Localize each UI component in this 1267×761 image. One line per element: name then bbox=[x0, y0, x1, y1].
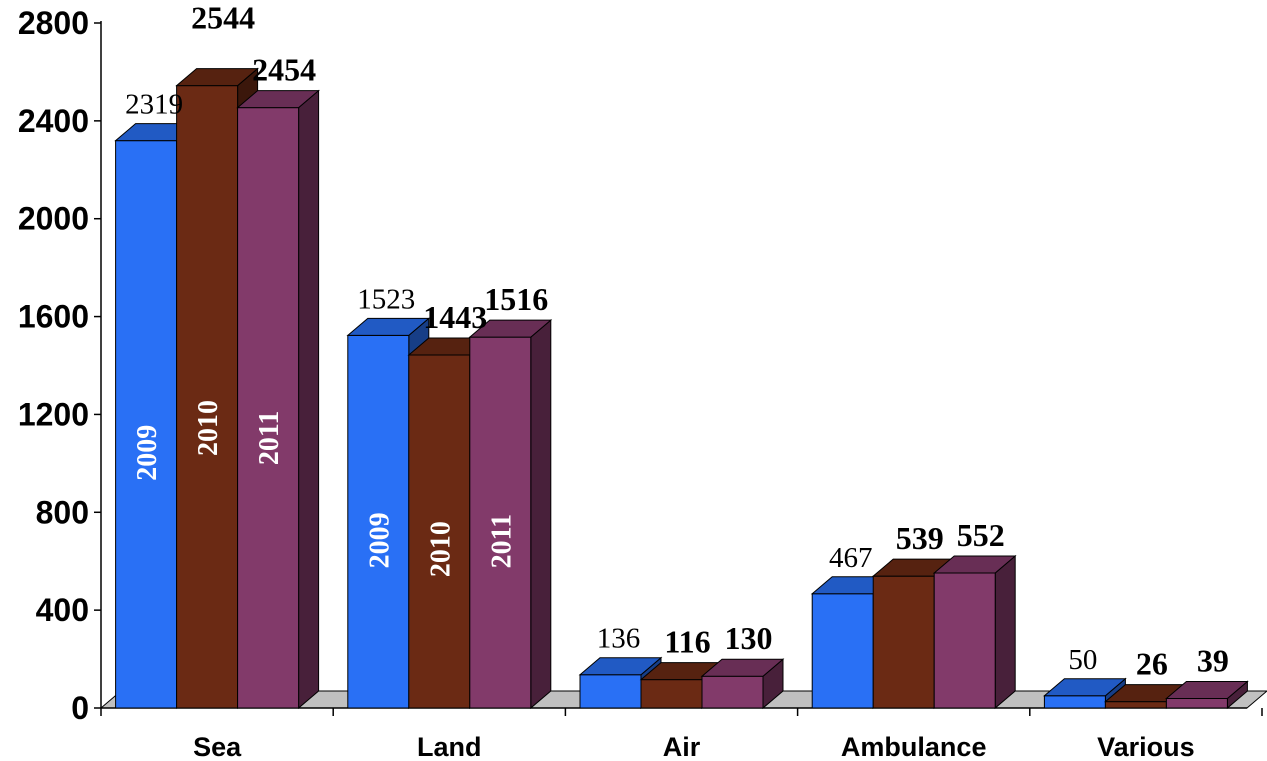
in-bar-label: 2011 bbox=[254, 411, 285, 465]
value-label: 1516 bbox=[484, 281, 548, 317]
bar-top-face bbox=[700, 658, 785, 677]
in-bar-label: 2010 bbox=[425, 521, 456, 577]
value-label: 2544 bbox=[191, 0, 255, 36]
bar-front-face bbox=[872, 575, 935, 709]
y-tick-label: 0 bbox=[71, 690, 89, 726]
value-label: 130 bbox=[725, 620, 773, 656]
bar-2011-air bbox=[700, 658, 785, 710]
y-tick-label: 2000 bbox=[18, 201, 89, 237]
bar-front-face bbox=[469, 336, 532, 709]
value-label: 2454 bbox=[252, 52, 316, 88]
in-bar-label: 2011 bbox=[486, 514, 517, 568]
x-tick-label: Sea bbox=[193, 732, 242, 761]
value-label: 136 bbox=[597, 623, 641, 655]
bar-side-face bbox=[530, 319, 552, 710]
bar-top-face bbox=[468, 319, 553, 338]
y-tick-label: 2400 bbox=[18, 103, 89, 139]
bar-top-face bbox=[1043, 678, 1127, 697]
value-label: 1523 bbox=[357, 283, 415, 315]
x-tick-label: Various bbox=[1097, 732, 1195, 761]
in-bar-label: 2009 bbox=[364, 512, 395, 568]
bar-front-face bbox=[347, 334, 410, 709]
bar-front-face bbox=[237, 107, 300, 709]
bar-front-face bbox=[1165, 697, 1228, 709]
chart-axes: 0 400 800 1200 1600 2000 2400 2800 Sea Land Air Amb… bbox=[18, 5, 1263, 761]
value-label: 539 bbox=[896, 520, 944, 556]
bar-front-face bbox=[176, 85, 239, 709]
bar-front-face bbox=[579, 674, 642, 709]
x-tick-label: Land bbox=[417, 732, 482, 761]
bar-front-face bbox=[701, 675, 764, 709]
value-label: 1443 bbox=[423, 299, 487, 335]
bar-2011-ambulance bbox=[932, 554, 1017, 710]
value-label: 2319 bbox=[125, 89, 183, 121]
y-tick-label: 800 bbox=[36, 494, 89, 530]
bar-side-face bbox=[298, 89, 320, 710]
value-label: 467 bbox=[829, 542, 873, 574]
bar-top-face bbox=[932, 555, 1017, 574]
bar-front-face bbox=[1104, 701, 1167, 709]
bar-top-face bbox=[1165, 680, 1249, 699]
in-bar-label: 2010 bbox=[193, 400, 224, 456]
bar-2010-air bbox=[639, 661, 724, 710]
value-label: 552 bbox=[957, 517, 1005, 553]
bar-2011-land bbox=[468, 319, 553, 710]
bar-front-face bbox=[933, 572, 996, 709]
in-bar-label: 2009 bbox=[132, 425, 163, 481]
y-tick-label: 1200 bbox=[18, 396, 89, 432]
bar-2011-various bbox=[1165, 680, 1249, 710]
value-label: 50 bbox=[1068, 644, 1097, 676]
bar-top-face bbox=[236, 90, 320, 109]
value-label: 39 bbox=[1197, 642, 1229, 678]
y-tick-label: 2800 bbox=[18, 5, 89, 41]
value-label: 116 bbox=[664, 624, 710, 660]
y-tick-label: 1600 bbox=[18, 299, 89, 335]
bar-side-face bbox=[994, 554, 1016, 710]
x-tick-label: Air bbox=[663, 732, 701, 761]
bar-front-face bbox=[408, 354, 471, 709]
y-tick-label: 400 bbox=[36, 592, 89, 628]
chart-labels: 2009 2319 2010 2544 2011 2454 2009 1523 2010 1443… bbox=[125, 0, 1229, 682]
x-tick-label: Ambulance bbox=[841, 732, 987, 761]
bar-front-face bbox=[640, 679, 703, 709]
value-label: 26 bbox=[1136, 646, 1168, 682]
bar-top-face bbox=[175, 68, 259, 87]
bar-front-face bbox=[1043, 695, 1106, 709]
bar-top-face bbox=[346, 317, 431, 336]
bar-2011-sea bbox=[236, 89, 320, 710]
bar-front-face bbox=[115, 140, 178, 709]
bar-front-face bbox=[811, 593, 874, 709]
bar-top-face bbox=[578, 657, 663, 676]
chart-bars bbox=[114, 67, 1249, 710]
